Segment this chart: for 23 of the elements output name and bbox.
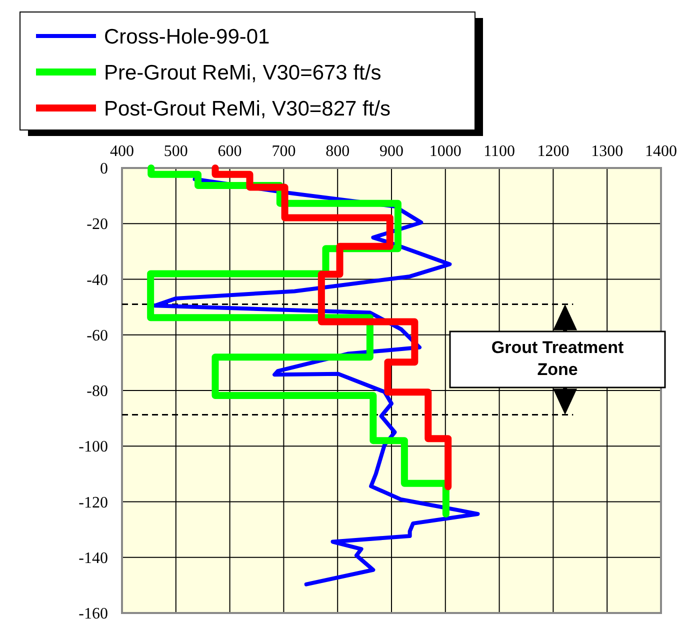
x-tick-label: 800 (326, 143, 350, 160)
legend-label: Pre-Grout ReMi, V30=673 ft/s (104, 61, 382, 84)
y-tick-label: -120 (78, 494, 108, 512)
legend-label: Cross-Hole-99-01 (104, 25, 270, 48)
x-tick-label: 600 (218, 143, 242, 160)
x-tick-label: 500 (164, 143, 188, 160)
x-tick-label: 1100 (484, 143, 516, 160)
x-tick-label: 900 (380, 143, 404, 160)
y-tick-label: -20 (86, 216, 108, 234)
y-tick-label: -80 (86, 383, 108, 400)
y-tick-label: 0 (100, 160, 108, 178)
y-tick-label: -100 (78, 438, 108, 456)
x-tick-label: 1300 (591, 143, 624, 160)
y-tick-label: -60 (86, 327, 108, 344)
legend-label: Post-Grout ReMi, V30=827 ft/s (104, 97, 391, 120)
y-tick-label: -40 (86, 272, 108, 289)
y-tick-label: -140 (78, 550, 108, 567)
x-tick-label: 400 (110, 143, 134, 160)
x-tick-label: 1000 (429, 143, 462, 160)
x-tick-label: 1200 (537, 143, 570, 160)
x-tick-label: 1400 (645, 143, 677, 160)
x-tick-label: 700 (272, 143, 296, 160)
y-tick-label: -160 (78, 606, 108, 623)
